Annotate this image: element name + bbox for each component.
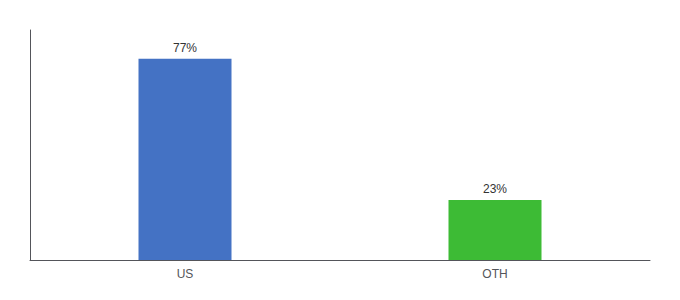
- svg-text:23%: 23%: [483, 182, 507, 196]
- svg-text:OTH: OTH: [482, 267, 507, 281]
- svg-text:US: US: [177, 267, 194, 281]
- svg-text:77%: 77%: [173, 41, 197, 55]
